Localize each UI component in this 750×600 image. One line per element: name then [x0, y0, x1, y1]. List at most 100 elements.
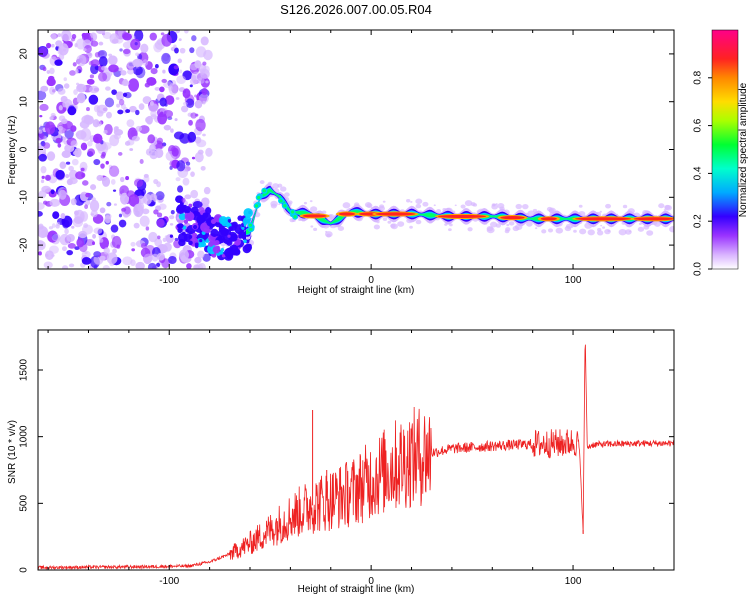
spectrogram-noise-blob	[176, 160, 186, 172]
chart-title: S126.2026.007.00.05.R04	[280, 2, 432, 17]
spectrogram-noise-blob	[58, 115, 66, 122]
spectrogram-onset-blob	[188, 240, 193, 246]
spectrogram-noise-blob	[43, 261, 53, 269]
spectrogram-noise-blob	[61, 30, 72, 42]
spectrogram-noise-blob	[142, 193, 152, 205]
spectrogram-noise-blob	[118, 219, 127, 228]
spectrogram-speckle	[618, 228, 627, 236]
spectrogram-noise-blob	[138, 103, 145, 111]
spectrogram-ridge-core	[338, 212, 355, 216]
spectrogram-noise-blob	[76, 38, 86, 50]
spectrogram-noise-blob	[92, 233, 97, 239]
spectrogram-onset-blob	[237, 215, 243, 221]
spectrogram-speckle	[472, 203, 478, 207]
spectrogram-noise-blob	[173, 65, 179, 70]
spectrogram-noise-blob	[113, 133, 121, 140]
spectrogram-noise-blob	[68, 263, 75, 268]
spectrogram-noise-blob	[184, 30, 189, 34]
spectrogram-noise-blob	[38, 47, 48, 58]
spectrogram-noise-blob	[176, 75, 187, 84]
spectrogram-noise-blob	[74, 43, 78, 48]
spectrogram-noise-blob	[144, 82, 150, 88]
spectrogram-speckle	[638, 222, 642, 225]
spectrogram-noise-blob	[168, 63, 179, 76]
spectrogram-noise-blob	[156, 212, 163, 218]
spectrogram-noise-blob	[118, 151, 123, 156]
colorbar-gradient	[711, 29, 739, 270]
spectrogram-noise-blob	[74, 246, 80, 251]
spectrogram-ridge-dot-core	[291, 210, 295, 214]
spectrogram-noise-blob	[135, 66, 146, 79]
snr-x-tick-label: 0	[368, 576, 374, 587]
spectrogram-noise-blob	[48, 226, 54, 230]
spectrogram-noise-blob	[174, 118, 178, 122]
spectrogram-noise-blob	[57, 88, 66, 95]
spectrogram-noise-blob	[179, 69, 183, 74]
spectrogram-noise-blob	[94, 51, 101, 58]
spectrogram-noise-blob	[186, 263, 192, 269]
spectrogram-noise-blob	[65, 173, 70, 179]
spectrogram-noise-blob	[38, 202, 45, 211]
spectrogram-speckle	[313, 227, 318, 231]
spectrogram-speckle	[272, 183, 280, 189]
spectrogram-noise-blob	[58, 105, 63, 111]
spectrogram-noise-blob	[92, 133, 103, 144]
spectrogram-noise-blob	[42, 200, 48, 205]
spectrogram-noise-blob	[57, 33, 62, 38]
spectrogram-noise-blob	[110, 179, 116, 185]
spectrogram-noise-blob	[101, 151, 106, 157]
spectrogram-x-tick-label: 100	[565, 275, 582, 286]
snr-y-tick-label: 1000	[19, 425, 30, 448]
spectrogram-y-tick-label: 20	[19, 48, 30, 60]
spectrogram-noise-blob	[92, 119, 100, 128]
spectrogram-noise-blob	[84, 114, 91, 122]
spectrogram-noise-blob	[149, 32, 158, 41]
spectrogram-speckle	[491, 204, 499, 210]
spectrogram-onset-blob	[210, 228, 219, 237]
spectrogram-speckle	[522, 204, 529, 210]
spectrogram-onset-blob	[210, 218, 217, 225]
spectrogram-speckle	[409, 225, 413, 229]
spectrogram-noise-blob	[86, 78, 95, 85]
spectrogram-noise-blob	[141, 208, 150, 215]
spectrogram-onset-blob	[205, 239, 209, 243]
spectrogram-noise-blob	[156, 262, 161, 268]
spectrogram-noise-blob	[184, 194, 192, 200]
spectrogram-onset-blob	[227, 234, 231, 238]
spectrogram-noise-blob	[162, 237, 167, 243]
spectrogram-onset-blob	[220, 227, 229, 237]
spectrogram-noise-blob	[38, 210, 43, 217]
spectrogram-speckle	[397, 221, 405, 227]
spectrogram-ridge-core	[302, 214, 327, 218]
spectrogram-noise-blob	[118, 67, 123, 72]
spectrogram-noise-blob	[133, 30, 144, 42]
spectrogram-noise-blob	[147, 262, 157, 269]
spectrogram-noise-blob	[108, 64, 119, 73]
spectrogram-noise-blob	[76, 83, 87, 93]
spectrogram-noise-blob	[194, 263, 204, 269]
spectrogram-speckle	[387, 220, 392, 224]
spectrogram-noise-blob	[195, 118, 206, 132]
spectrogram-noise-blob	[88, 85, 100, 94]
spectrogram-noise-blob	[50, 33, 57, 40]
spectrogram-speckle	[406, 198, 411, 203]
spectrogram-noise-blob	[50, 43, 55, 48]
spectrogram-onset-blob	[228, 244, 239, 255]
spectrogram-speckle	[547, 228, 554, 233]
spectrogram-speckle	[602, 226, 606, 229]
spectrogram-speckle	[658, 203, 665, 209]
spectrogram-speckle	[600, 224, 603, 227]
spectrogram-noise-blob	[120, 70, 127, 76]
spectrogram-noise-blob	[108, 53, 113, 57]
spectrogram-noise-blob	[97, 49, 108, 59]
spectrogram-noise-blob	[108, 55, 118, 66]
spectrogram-noise-blob	[105, 160, 109, 165]
spectrogram-speckle	[526, 221, 533, 227]
spectrogram-noise-blob	[135, 261, 145, 269]
spectrogram-noise-blob	[156, 218, 165, 228]
spectrogram-speckle	[622, 204, 628, 209]
spectrogram-noise-blob	[182, 177, 190, 186]
spectrogram-noise-blob	[88, 94, 99, 105]
spectrogram-speckle	[565, 223, 573, 229]
